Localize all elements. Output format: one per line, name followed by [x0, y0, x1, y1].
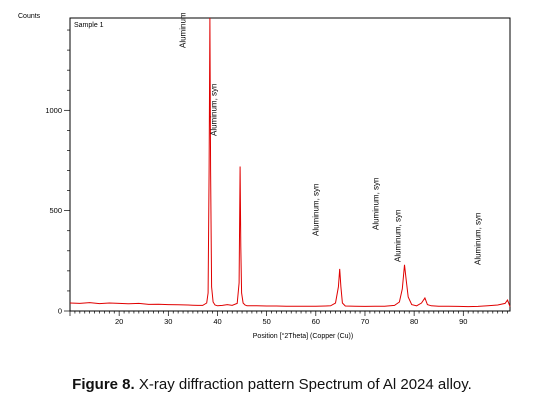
x-tick-label: 70: [361, 317, 369, 326]
x-tick-label: 80: [410, 317, 418, 326]
x-tick-label: 60: [312, 317, 320, 326]
figure-caption: Figure 8. X-ray diffraction pattern Spec…: [0, 376, 544, 393]
xrd-chart: Counts Sample 1 Position [°2Theta] (Copp…: [18, 12, 511, 340]
y-tick-label: 500: [49, 206, 62, 215]
x-tick-label: 30: [164, 317, 172, 326]
sample-label: Sample 1: [74, 22, 104, 29]
peak-annotation-label: Aluminum, syn: [311, 184, 320, 236]
y-tick-label: 1000: [45, 106, 62, 115]
peak-annotation-label: Aluminum, syn: [393, 210, 402, 262]
plot-frame: [69, 17, 511, 312]
peak-annotation-label: Aluminum: [179, 12, 188, 48]
peak-annotation-label: Aluminum, syn: [474, 213, 483, 265]
xrd-series-line: [69, 17, 511, 308]
peak-annotations: Aluminum Aluminum, syn Aluminum, syn Alumin…: [179, 12, 483, 265]
x-tick-label: 50: [262, 317, 270, 326]
x-tick-label: 40: [213, 317, 221, 326]
x-tick-label: 90: [459, 317, 467, 326]
peak-annotation-label: Aluminum, syn: [210, 84, 219, 136]
peak-annotation-label: Aluminum, syn: [372, 178, 381, 230]
y-ticks: 0 500 1000: [45, 29, 70, 316]
caption-text: X-ray diffraction pattern Spectrum of Al…: [134, 376, 472, 393]
y-axis-label: Counts: [18, 13, 41, 20]
x-axis-label: Position [°2Theta] (Copper (Cu)): [253, 332, 353, 340]
series-group: [69, 17, 511, 308]
y-tick-label: 0: [58, 307, 62, 316]
caption-label: Figure 8.: [72, 376, 135, 393]
x-tick-label: 20: [115, 317, 123, 326]
x-ticks: 20 30 40 50 60 70 80 90: [69, 311, 508, 326]
